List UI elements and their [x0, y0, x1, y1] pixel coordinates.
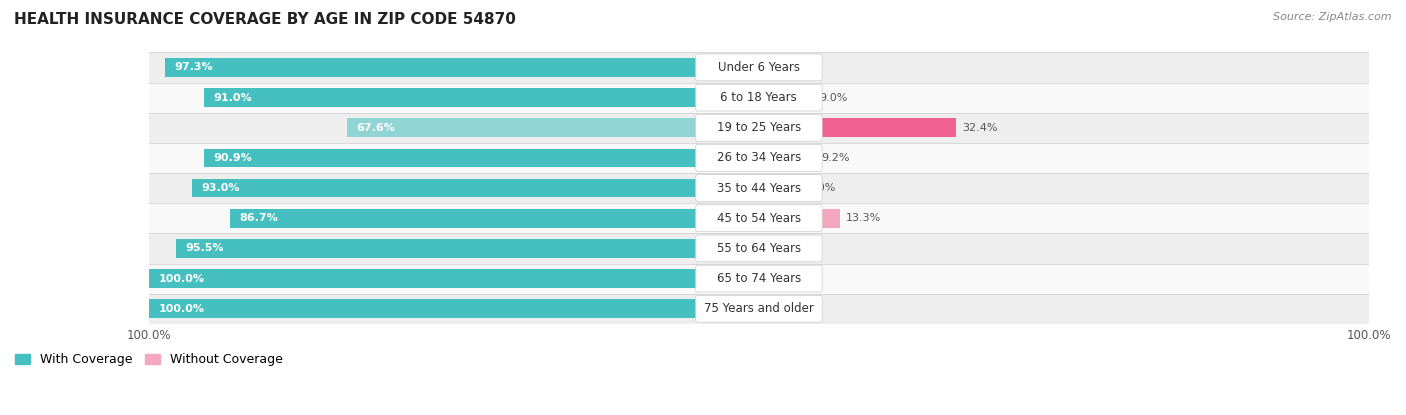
Text: 6 to 18 Years: 6 to 18 Years — [720, 91, 797, 104]
Bar — [149, 113, 1369, 143]
FancyBboxPatch shape — [696, 295, 823, 322]
FancyBboxPatch shape — [696, 54, 823, 81]
Bar — [149, 264, 1369, 294]
Text: 95.5%: 95.5% — [186, 244, 225, 254]
Bar — [149, 143, 1369, 173]
Bar — [759, 149, 815, 167]
Bar — [346, 118, 759, 137]
Bar — [149, 294, 1369, 324]
Bar — [759, 209, 839, 227]
Bar — [204, 149, 759, 167]
Bar — [149, 203, 1369, 233]
Bar — [149, 299, 759, 318]
Text: 9.0%: 9.0% — [820, 93, 848, 103]
Text: 32.4%: 32.4% — [962, 123, 998, 133]
Text: 100.0%: 100.0% — [159, 273, 204, 283]
Bar — [149, 269, 759, 288]
Text: 13.3%: 13.3% — [846, 213, 882, 223]
Text: 35 to 44 Years: 35 to 44 Years — [717, 182, 801, 195]
FancyBboxPatch shape — [696, 115, 823, 141]
Text: 0.0%: 0.0% — [765, 273, 793, 283]
Text: 91.0%: 91.0% — [214, 93, 252, 103]
FancyBboxPatch shape — [696, 235, 823, 262]
Text: Source: ZipAtlas.com: Source: ZipAtlas.com — [1274, 12, 1392, 22]
Bar — [759, 58, 775, 77]
Text: 55 to 64 Years: 55 to 64 Years — [717, 242, 801, 255]
FancyBboxPatch shape — [696, 205, 823, 232]
FancyBboxPatch shape — [696, 175, 823, 202]
Text: Under 6 Years: Under 6 Years — [718, 61, 800, 74]
Text: 97.3%: 97.3% — [174, 62, 214, 73]
Bar — [149, 52, 1369, 83]
Text: HEALTH INSURANCE COVERAGE BY AGE IN ZIP CODE 54870: HEALTH INSURANCE COVERAGE BY AGE IN ZIP … — [14, 12, 516, 27]
FancyBboxPatch shape — [696, 144, 823, 171]
Text: 2.7%: 2.7% — [782, 62, 810, 73]
Bar — [149, 83, 1369, 113]
Text: 0.0%: 0.0% — [765, 304, 793, 314]
Text: 4.5%: 4.5% — [792, 244, 821, 254]
Text: 9.2%: 9.2% — [821, 153, 849, 163]
Bar — [149, 233, 1369, 264]
Bar — [759, 118, 956, 137]
Text: 90.9%: 90.9% — [214, 153, 253, 163]
Text: 45 to 54 Years: 45 to 54 Years — [717, 212, 801, 225]
Bar — [149, 173, 1369, 203]
Bar — [231, 209, 759, 227]
Legend: With Coverage, Without Coverage: With Coverage, Without Coverage — [15, 354, 283, 366]
Text: 86.7%: 86.7% — [239, 213, 278, 223]
Text: 100.0%: 100.0% — [159, 304, 204, 314]
Text: 93.0%: 93.0% — [201, 183, 239, 193]
Bar — [759, 179, 801, 198]
FancyBboxPatch shape — [696, 265, 823, 292]
Text: 65 to 74 Years: 65 to 74 Years — [717, 272, 801, 285]
Text: 19 to 25 Years: 19 to 25 Years — [717, 121, 801, 134]
FancyBboxPatch shape — [696, 84, 823, 111]
Bar — [176, 239, 759, 258]
Bar — [166, 58, 759, 77]
Text: 26 to 34 Years: 26 to 34 Years — [717, 151, 801, 164]
Text: 67.6%: 67.6% — [356, 123, 395, 133]
Bar — [759, 239, 786, 258]
Text: 75 Years and older: 75 Years and older — [704, 302, 814, 315]
Bar — [204, 88, 759, 107]
Bar — [759, 88, 814, 107]
Bar — [191, 179, 759, 198]
Text: 7.0%: 7.0% — [807, 183, 835, 193]
